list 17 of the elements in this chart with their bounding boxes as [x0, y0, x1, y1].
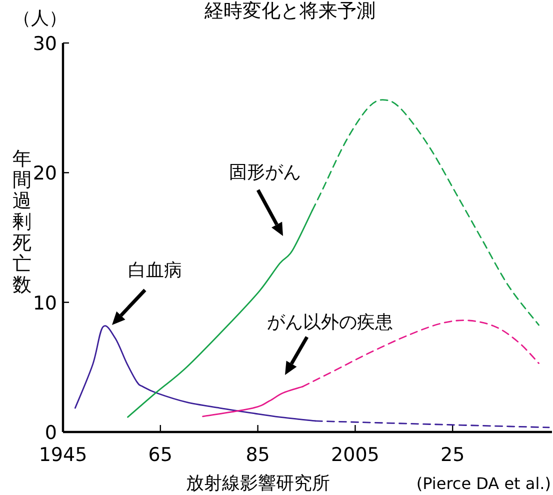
- text: 放射線影響研究所: [186, 473, 330, 494]
- y-axis-title: 年間過剰死亡数: [12, 148, 32, 296]
- annotation: 白血病: [128, 260, 182, 281]
- y-tick-label: 30: [32, 33, 57, 55]
- text: (Pierce DA et al.): [416, 474, 551, 493]
- annotation: 固形がん: [229, 162, 301, 183]
- y-tick-label: 10: [32, 292, 57, 314]
- y-tick-label: 0: [44, 422, 57, 444]
- x-tick-label: 85: [246, 444, 270, 466]
- x-tick-label: 65: [148, 444, 172, 466]
- annotation: がん以外の疾患: [267, 312, 393, 333]
- text: （人）: [13, 8, 67, 29]
- x-tick-label: 25: [440, 444, 465, 466]
- x-tick-label: 1945: [38, 444, 88, 466]
- x-tick-label: 2005: [331, 444, 380, 466]
- chart-title: 経時変化と将来予測: [204, 0, 376, 22]
- y-tick-label: 20: [32, 162, 57, 185]
